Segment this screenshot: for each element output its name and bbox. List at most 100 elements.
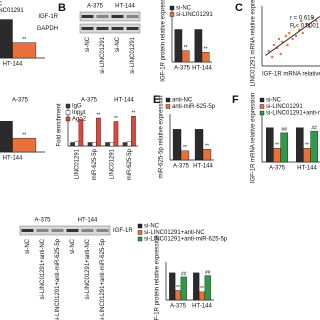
legend-swatch: [165, 104, 171, 109]
blot-group: HT-144: [115, 4, 135, 10]
y-axis-label: Fold enrichment: [57, 103, 63, 146]
legend-label: si-LINC01291: [176, 12, 213, 18]
significance: **: [22, 37, 26, 43]
significance: **: [176, 285, 180, 291]
x-tick-label: HT-144: [192, 304, 212, 310]
legend-swatch: [259, 110, 265, 116]
bar: [273, 148, 281, 163]
legend-label: si-LINC01291+anti-miR-625-5p: [144, 237, 228, 243]
significance: ##: [181, 271, 187, 277]
legend-label: Input: [72, 110, 86, 116]
significance: **: [275, 143, 279, 149]
y-axis-label: LINC01291 mRNA relative expression: [251, 0, 257, 87]
x-tick-label: A-375: [173, 164, 190, 170]
significance: ##: [281, 127, 287, 133]
legend-swatch: [259, 104, 265, 109]
legend-label: anti-miR-625-5p: [172, 104, 216, 110]
legend-swatch: [137, 236, 143, 242]
legend-swatch: [137, 230, 143, 235]
blot-band: [126, 27, 139, 30]
scatter-point: [308, 25, 311, 29]
y-axis-label: IGF-1R protein relative expression: [161, 0, 167, 82]
legend-label: si-NC: [266, 98, 282, 104]
legend-swatch: [65, 110, 71, 115]
significance: **: [96, 112, 100, 118]
legend-label: si-LINC01291: [266, 104, 303, 110]
x-tick-label: LINC01291: [109, 148, 115, 179]
lane-label: si-NC: [85, 36, 91, 52]
bar: [310, 130, 319, 163]
legend-swatch: [65, 103, 71, 109]
blot-band: [66, 229, 79, 232]
x-tick-label: HT-144: [3, 156, 23, 162]
legend-label: Ago2: [72, 117, 87, 123]
blot-band: [126, 15, 139, 18]
significance: **: [205, 144, 209, 150]
scatter-point: [291, 37, 294, 41]
x-tick-label: LINC01291: [74, 148, 80, 179]
legend-label: si-NC: [176, 6, 192, 12]
bar: [91, 141, 97, 147]
scatter-point: [305, 22, 308, 26]
bar: [122, 142, 128, 147]
lane-label: si-LINC01291+anti-miR-625-5p: [100, 238, 106, 320]
scatter-point: [267, 49, 270, 53]
bar: [180, 150, 190, 161]
bar: [12, 137, 37, 153]
x-tick-label: A-375: [269, 166, 286, 172]
blot-band: [51, 229, 64, 232]
scatter-point: [293, 25, 296, 29]
significance: **: [200, 286, 204, 292]
panel-label: B: [58, 2, 66, 14]
x-tick-label: A-375: [170, 304, 187, 310]
lane-label: si-NC: [115, 36, 121, 52]
lane-label: si-NC: [25, 238, 31, 254]
bar: [204, 275, 211, 301]
lane-label: si-NC: [70, 238, 76, 254]
significance: **: [204, 47, 208, 53]
bar: [303, 148, 311, 163]
bar: [181, 50, 190, 63]
bar: [96, 117, 101, 147]
scatter-point: [301, 31, 304, 35]
blot-band: [111, 15, 124, 18]
lane-label: si-LINC01291+anti-NC: [85, 238, 91, 299]
bar: [193, 272, 200, 301]
bar: [202, 149, 212, 161]
bar: [194, 29, 203, 63]
x-tick-label: A-375: [174, 66, 191, 72]
scatter-point: [311, 16, 315, 20]
x-tick-label: HT-144: [3, 62, 23, 68]
significance: **: [22, 132, 26, 138]
blot-group: HT-144: [78, 218, 98, 224]
scatter-point: [271, 55, 274, 59]
blot-group: A-375: [87, 4, 104, 10]
x-tick-label: HT-144: [193, 164, 213, 170]
legend-label: anti-NC: [172, 98, 193, 104]
group-label: A-375: [81, 98, 98, 104]
blot-strip: [19, 225, 111, 236]
lane-label: si-LINC01291: [130, 36, 136, 73]
blot-band: [96, 27, 109, 30]
scatter-point: [286, 43, 289, 47]
blot-band: [21, 229, 34, 232]
bar: [280, 132, 289, 163]
scatter-point: [279, 52, 282, 56]
bar: [70, 142, 75, 147]
blot-row-label: IGF-1R: [113, 228, 133, 234]
bar: [126, 141, 132, 147]
annotation: r = 0.619: [290, 16, 315, 22]
panel-subtitle: A-375: [12, 98, 29, 104]
significance: **: [79, 114, 83, 120]
lane-label: si-LINC01291+anti-miR-625-5p: [55, 238, 61, 320]
bar: [87, 142, 93, 147]
x-tick-label: miR-625-5p: [127, 148, 133, 180]
scatter-point: [288, 31, 291, 35]
legend-swatch: [169, 12, 175, 17]
panel-label: F: [232, 94, 239, 106]
bar: [172, 129, 182, 161]
bar: [0, 19, 13, 59]
significance: **: [131, 111, 135, 117]
bar: [266, 127, 274, 163]
